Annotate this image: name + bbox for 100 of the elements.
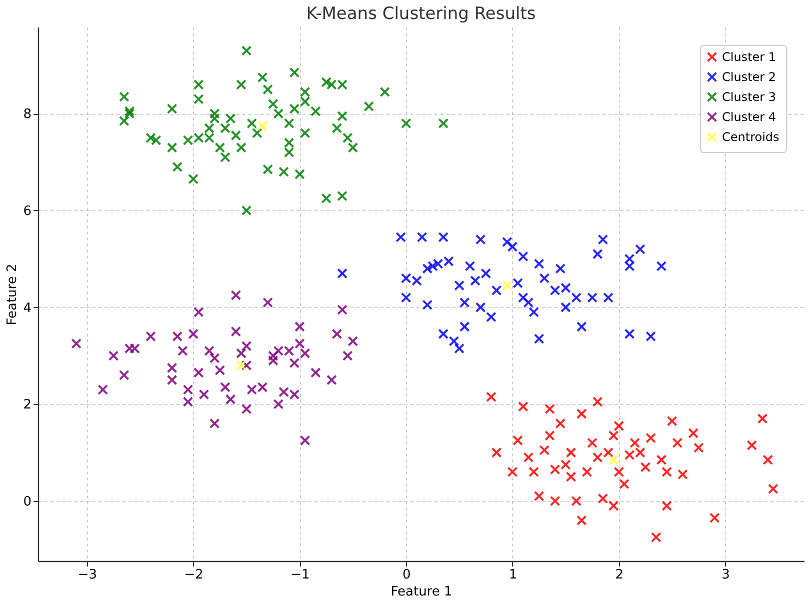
point	[204, 346, 214, 356]
point	[193, 306, 204, 318]
point	[71, 338, 82, 349]
point	[646, 432, 656, 444]
point	[560, 459, 571, 470]
point	[534, 334, 544, 344]
point	[768, 484, 778, 494]
point	[337, 268, 348, 279]
point	[108, 350, 119, 361]
point	[512, 278, 523, 288]
point	[630, 438, 640, 448]
point	[650, 532, 662, 542]
point	[592, 396, 603, 407]
point	[619, 478, 630, 490]
point	[475, 234, 486, 245]
point	[310, 106, 321, 116]
point	[321, 193, 332, 204]
point	[182, 384, 194, 395]
point	[544, 430, 555, 441]
point	[332, 123, 342, 134]
point	[278, 166, 289, 177]
point	[656, 260, 667, 272]
point	[555, 263, 566, 274]
point	[662, 500, 672, 511]
point	[268, 350, 278, 361]
point	[534, 490, 544, 502]
point	[220, 382, 230, 392]
point	[241, 205, 252, 216]
point	[608, 430, 619, 441]
point	[262, 164, 273, 175]
point	[337, 110, 348, 122]
point	[475, 302, 486, 312]
point	[640, 462, 651, 472]
point	[582, 466, 592, 478]
point	[709, 512, 720, 524]
legend-label: Cluster 4	[722, 110, 776, 124]
point	[491, 285, 502, 296]
point	[188, 174, 199, 184]
point	[230, 290, 242, 300]
point	[672, 438, 683, 448]
point	[544, 404, 555, 414]
point	[518, 292, 528, 303]
x-tick-label: 1	[508, 568, 518, 582]
legend-label: Centroids	[722, 130, 780, 144]
point	[528, 466, 539, 478]
point	[124, 106, 135, 116]
point	[332, 328, 342, 340]
point	[587, 438, 598, 448]
y-tick-label: 8	[23, 107, 32, 122]
x-tick-label: 3	[722, 568, 730, 582]
point	[300, 86, 310, 98]
point	[188, 328, 199, 340]
point	[246, 118, 258, 129]
chart-title: K-Means Clustering Results	[306, 4, 536, 24]
point	[241, 46, 252, 56]
point	[646, 331, 656, 342]
point	[598, 493, 608, 504]
point	[576, 321, 587, 332]
point	[566, 472, 576, 482]
point	[257, 120, 268, 131]
point	[342, 132, 353, 144]
point	[268, 98, 278, 110]
legend-label: Cluster 2	[722, 70, 776, 84]
y-tick-label: 0	[23, 494, 32, 510]
point	[252, 128, 262, 138]
point	[236, 142, 246, 153]
point	[512, 435, 523, 446]
point	[236, 360, 246, 371]
point	[571, 496, 582, 506]
y-tick-label: 2	[23, 398, 32, 413]
point	[289, 104, 300, 114]
point	[666, 416, 678, 426]
point	[624, 328, 635, 340]
point	[166, 142, 178, 153]
point	[209, 108, 220, 119]
point	[146, 331, 156, 342]
point	[118, 370, 130, 380]
point	[209, 113, 220, 124]
point	[539, 444, 550, 456]
point	[550, 496, 560, 506]
point	[193, 94, 204, 104]
point	[486, 312, 496, 322]
point	[470, 276, 480, 286]
point	[198, 389, 210, 400]
point	[257, 72, 268, 83]
point	[762, 454, 774, 465]
point	[193, 79, 204, 90]
point	[172, 162, 183, 172]
point	[400, 292, 412, 303]
point	[284, 118, 294, 129]
point	[693, 442, 704, 453]
point	[348, 336, 358, 346]
y-tick-label: 6	[23, 204, 32, 219]
point	[241, 340, 252, 352]
point	[438, 232, 449, 242]
point	[300, 128, 310, 138]
point	[262, 84, 273, 95]
point	[560, 302, 571, 312]
point	[166, 362, 178, 374]
point	[422, 300, 433, 310]
